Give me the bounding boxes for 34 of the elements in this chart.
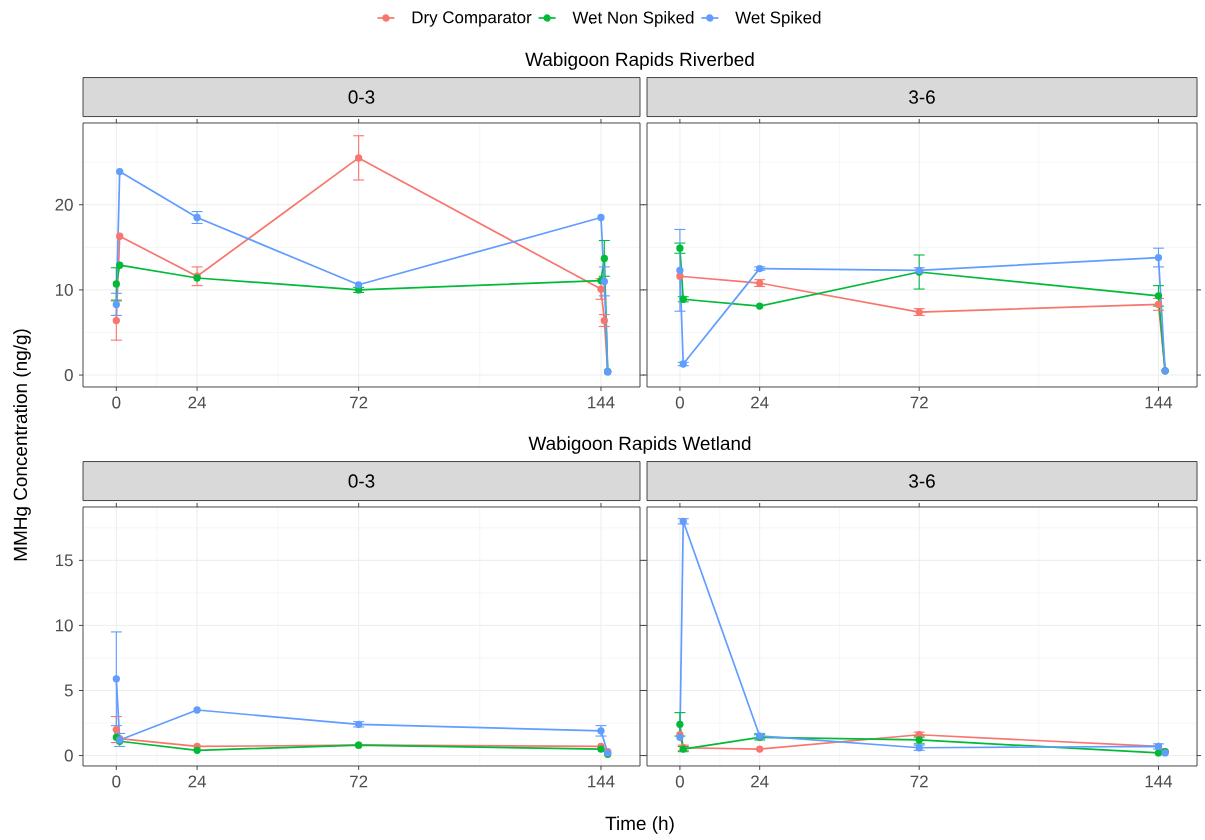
chart-title: 3-6 — [909, 90, 935, 104]
chart-subtitle: Wabigoon Rapids Wetland — [528, 436, 751, 454]
x-tick-label: 72 — [350, 775, 368, 788]
x-tick-label: 24 — [751, 775, 769, 788]
x-tick-label: 0 — [112, 775, 121, 788]
x-tick-label: 144 — [588, 396, 615, 409]
chart-title: 3-6 — [909, 474, 935, 488]
chart-subtitle: Wabigoon Rapids Riverbed — [525, 52, 754, 70]
chart-title: 0-3 — [348, 90, 375, 104]
legend-label: Wet Spiked — [735, 11, 821, 27]
x-tick-label: 24 — [751, 396, 769, 409]
x-tick-label: 72 — [910, 775, 928, 788]
x-tick-label: 24 — [188, 775, 207, 788]
chart-title: 0-3 — [348, 474, 375, 488]
x-tick-label: 144 — [588, 775, 615, 788]
x-tick-label: 0 — [675, 396, 684, 409]
y-axis-title: MMHg Concentration (ng/g) — [13, 329, 31, 561]
x-tick-label: 72 — [350, 396, 368, 409]
legend-label: Dry Comparator — [412, 11, 532, 27]
x-tick-label: 24 — [188, 396, 207, 409]
y-tick-label: 20 — [55, 198, 73, 211]
x-tick-label: 144 — [1145, 775, 1173, 788]
y-tick-label: 0 — [64, 369, 73, 382]
y-tick-label: 0 — [64, 749, 73, 762]
y-tick-label: 10 — [55, 619, 73, 632]
legend-label: Wet Non Spiked — [572, 11, 694, 27]
x-tick-label: 72 — [910, 396, 928, 409]
x-tick-label: 0 — [112, 396, 121, 409]
y-tick-label: 15 — [55, 554, 73, 567]
x-axis-title: Time (h) — [605, 816, 674, 834]
x-tick-label: 144 — [1145, 396, 1173, 409]
y-tick-label: 10 — [55, 283, 73, 296]
y-tick-label: 5 — [64, 684, 73, 697]
x-tick-label: 0 — [675, 775, 684, 788]
